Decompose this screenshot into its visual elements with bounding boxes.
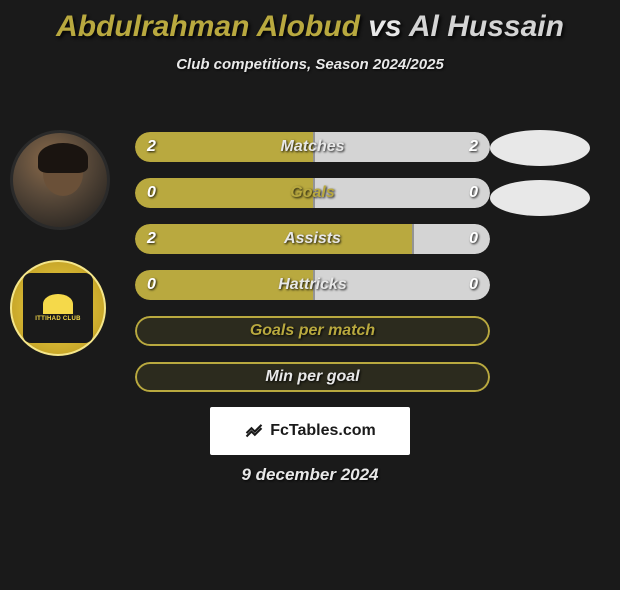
player1-club-badge: ITTIHAD CLUB (10, 260, 106, 356)
stat-label: Goals (135, 178, 490, 208)
subtitle: Club competitions, Season 2024/2025 (0, 56, 620, 73)
stat-row: 22Matches (135, 132, 490, 162)
club-badge-text: ITTIHAD CLUB (35, 316, 81, 322)
club-badge-inner: ITTIHAD CLUB (23, 273, 93, 343)
attribution-text: FcTables.com (270, 422, 376, 440)
player1-photo (10, 130, 110, 230)
infographic-container: Abdulrahman Alobud vs Al Hussain Club co… (0, 10, 620, 590)
stat-label: Min per goal (135, 362, 490, 392)
right-column (490, 130, 600, 230)
stat-row: Min per goal (135, 362, 490, 392)
stat-row: 20Assists (135, 224, 490, 254)
player2-club-placeholder (490, 180, 590, 216)
title-player2: Al Hussain (409, 10, 564, 43)
player2-photo-placeholder (490, 130, 590, 166)
date-text: 9 december 2024 (241, 465, 378, 485)
attribution-badge: FcTables.com (210, 407, 410, 455)
stat-row: Goals per match (135, 316, 490, 346)
chart-icon (244, 419, 264, 444)
page-title: Abdulrahman Alobud vs Al Hussain (0, 10, 620, 44)
stat-label: Hattricks (135, 270, 490, 300)
stat-label: Goals per match (135, 316, 490, 346)
stat-row: 00Goals (135, 178, 490, 208)
title-player1: Abdulrahman Alobud (56, 10, 360, 43)
stat-row: 00Hattricks (135, 270, 490, 300)
left-column: ITTIHAD CLUB (10, 130, 120, 356)
title-vs: vs (368, 10, 401, 43)
stat-label: Matches (135, 132, 490, 162)
stat-label: Assists (135, 224, 490, 254)
stat-bars: 22Matches 00Goals 20Assists 00Hattricks Goal… (135, 132, 490, 408)
